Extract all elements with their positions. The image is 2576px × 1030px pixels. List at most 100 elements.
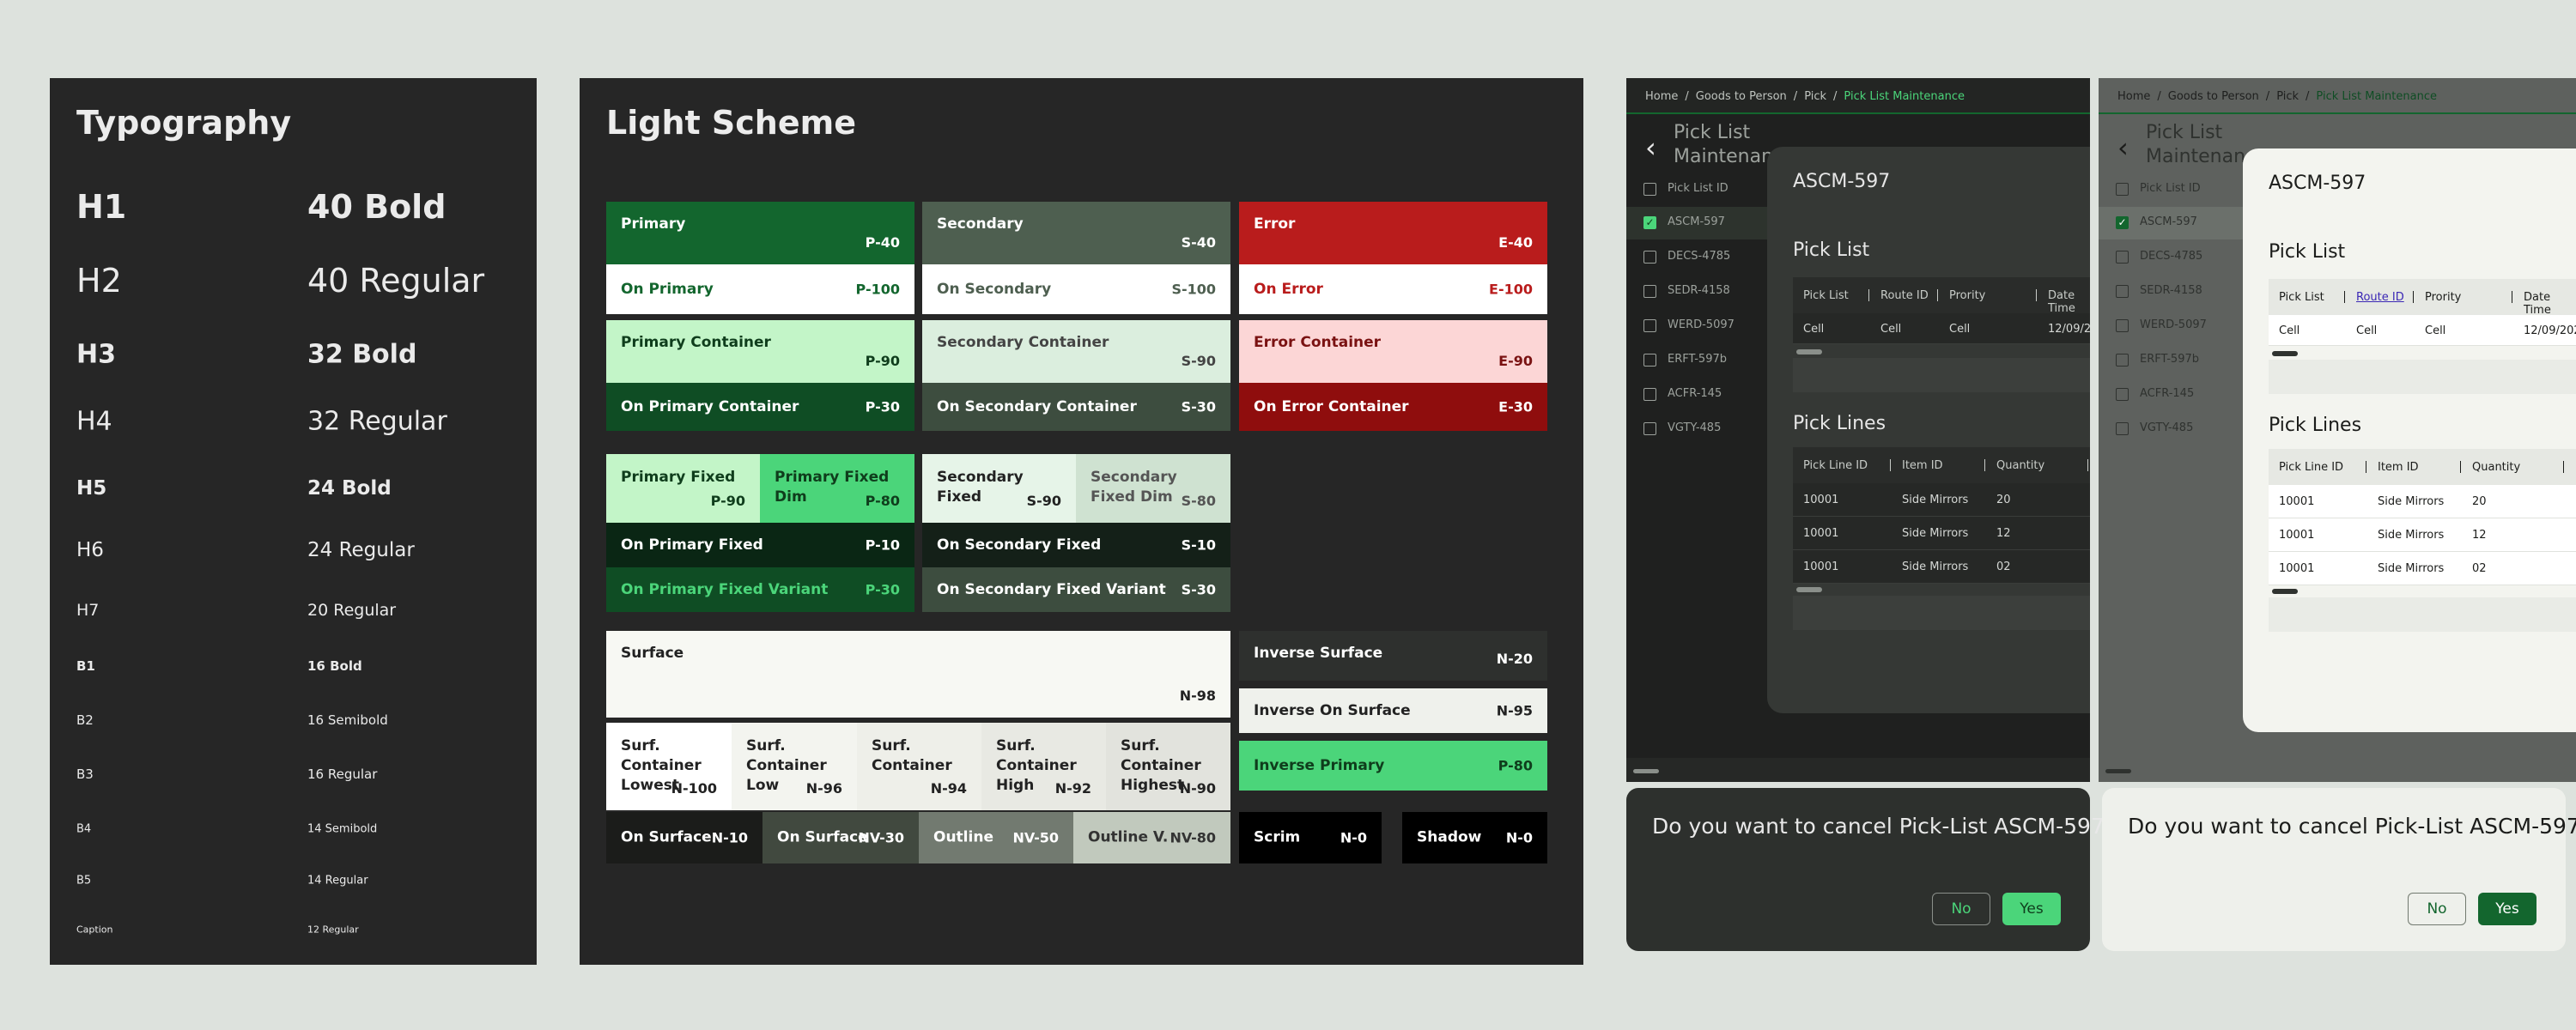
select-all-checkbox[interactable]: [2116, 183, 2129, 196]
row-checkbox[interactable]: [1643, 354, 1656, 367]
select-all-checkbox[interactable]: [1643, 183, 1656, 196]
column-divider: [2563, 461, 2564, 473]
column-header[interactable]: Item ID: [1902, 459, 1943, 472]
column-header[interactable]: Pick Line ID: [2279, 461, 2344, 474]
row-checkbox[interactable]: [2116, 388, 2129, 401]
table-footer: [2269, 597, 2576, 632]
row-checkbox[interactable]: ✓: [1643, 216, 1656, 229]
list-item[interactable]: WERD-5097: [2140, 318, 2207, 331]
type-spec: 24 Regular: [307, 539, 415, 561]
list-item[interactable]: SEDR-4158: [2140, 284, 2202, 297]
list-item[interactable]: VGTY-485: [1668, 421, 1722, 434]
column-header[interactable]: Quantity: [2472, 461, 2521, 474]
breadcrumb-item[interactable]: Home: [1645, 90, 1679, 103]
color-swatch: Error E-40: [1239, 202, 1547, 264]
list-item[interactable]: ERFT-597b: [2140, 353, 2199, 366]
table-header: [1793, 447, 2090, 483]
light-screen: Home / Goods to Person / Pick / Pick List Main…: [2099, 78, 2576, 782]
table-cell: 10001: [1803, 527, 1839, 540]
column-header[interactable]: Date Time: [2048, 289, 2075, 315]
column-header[interactable]: Pick List: [2279, 291, 2324, 304]
breadcrumb: Home / Goods to Person / Pick / Pick List Main…: [2117, 90, 2444, 103]
no-button[interactable]: No: [2408, 893, 2466, 925]
page-title: Pick List Maintenance: [2146, 122, 2268, 167]
swatch-name: On Primary Fixed: [621, 536, 763, 554]
swatch-code: S-100: [1171, 281, 1216, 298]
row-checkbox[interactable]: [2116, 319, 2129, 332]
list-item[interactable]: SEDR-4158: [1668, 284, 1730, 297]
list-item[interactable]: VGTY-485: [2140, 421, 2194, 434]
row-checkbox[interactable]: [1643, 285, 1656, 298]
table-cell: 10001: [2279, 562, 2315, 575]
swatch-code: P-90: [710, 493, 745, 509]
row-checkbox[interactable]: [1643, 422, 1656, 435]
column-divider: [2087, 459, 2088, 471]
swatch-code: P-100: [855, 281, 900, 298]
h-scrollbar-thumb[interactable]: [2105, 769, 2131, 773]
section-heading: Pick List: [1793, 239, 1870, 261]
breadcrumb-item[interactable]: Pick: [1804, 90, 1827, 103]
yes-button[interactable]: Yes: [2478, 893, 2537, 925]
row-checkbox[interactable]: [1643, 251, 1656, 264]
h-scrollbar-thumb[interactable]: [1796, 349, 1822, 354]
type-spec: 16 Bold: [307, 658, 362, 674]
type-spec: 32 Regular: [307, 406, 447, 437]
list-item[interactable]: ACFR-145: [2140, 387, 2195, 400]
column-divider: [1868, 289, 1869, 301]
table-cell: Cell: [1880, 323, 1902, 336]
row-checkbox[interactable]: [1643, 319, 1656, 332]
column-header[interactable]: Date Time: [2524, 291, 2551, 317]
breadcrumb-item[interactable]: Goods to Person: [2167, 90, 2259, 103]
list-item[interactable]: DECS-4785: [2140, 250, 2203, 263]
column-header[interactable]: Quantity: [1996, 459, 2045, 472]
h-scrollbar-thumb[interactable]: [1633, 769, 1659, 773]
color-swatch: On Primary Fixed P-10: [606, 523, 914, 567]
breadcrumb-item[interactable]: Pick List Maintenance: [2316, 90, 2437, 103]
table-cell: Cell: [1803, 323, 1825, 336]
type-tag: B2: [76, 712, 94, 728]
column-header[interactable]: Item ID: [2378, 461, 2419, 474]
row-checkbox[interactable]: [2116, 354, 2129, 367]
breadcrumb-item[interactable]: Goods to Person: [1695, 90, 1787, 103]
column-header[interactable]: Prority: [1949, 289, 1986, 302]
column-header[interactable]: Prority: [2425, 291, 2462, 304]
row-checkbox[interactable]: [2116, 285, 2129, 298]
list-item[interactable]: ASCM-597: [2140, 215, 2197, 228]
h-scrollbar-thumb[interactable]: [2272, 589, 2298, 594]
table-cell: 02: [2472, 562, 2487, 575]
row-checkbox[interactable]: [2116, 251, 2129, 264]
h-scrollbar-thumb[interactable]: [1796, 587, 1822, 592]
table-footer: [1793, 358, 2090, 392]
swatch-code: P-10: [865, 536, 900, 554]
column-header[interactable]: Pick Line ID: [1803, 459, 1868, 472]
back-arrow-icon[interactable]: ‹: [2117, 131, 2129, 164]
type-spec: 20 Regular: [307, 601, 397, 620]
table-row: [1793, 483, 2090, 517]
swatch-name: On Surface: [621, 828, 712, 846]
row-checkbox[interactable]: [2116, 422, 2129, 435]
column-header[interactable]: Route ID: [1880, 289, 1929, 302]
row-checkbox[interactable]: ✓: [2116, 216, 2129, 229]
back-arrow-icon[interactable]: ‹: [1645, 131, 1656, 164]
column-header[interactable]: Pick List: [1803, 289, 1849, 302]
swatch-code: N-0: [1505, 829, 1533, 846]
swatch-code: P-80: [1498, 757, 1533, 774]
list-item[interactable]: ASCM-597: [1668, 215, 1725, 228]
list-item[interactable]: ACFR-145: [1668, 387, 1722, 400]
yes-button[interactable]: Yes: [2002, 893, 2061, 925]
list-item[interactable]: DECS-4785: [1668, 250, 1731, 263]
list-item[interactable]: ERFT-597b: [1668, 353, 1727, 366]
no-button[interactable]: No: [1932, 893, 1990, 925]
type-tag: B4: [76, 822, 92, 836]
confirm-dialog-dark: Do you want to cancel Pick-List ASCM-597…: [1626, 788, 2116, 951]
table-cell: 10001: [2279, 529, 2315, 542]
column-header[interactable]: Route ID: [2356, 291, 2404, 304]
bottom-bar: [1626, 758, 2090, 782]
row-checkbox[interactable]: [1643, 388, 1656, 401]
type-spec: 14 Regular: [307, 874, 368, 888]
list-item[interactable]: WERD-5097: [1668, 318, 1735, 331]
breadcrumb-item[interactable]: Pick: [2276, 90, 2300, 103]
h-scrollbar-thumb[interactable]: [2272, 351, 2298, 356]
breadcrumb-item[interactable]: Home: [2117, 90, 2151, 103]
breadcrumb-item[interactable]: Pick List Maintenance: [1844, 90, 1965, 103]
